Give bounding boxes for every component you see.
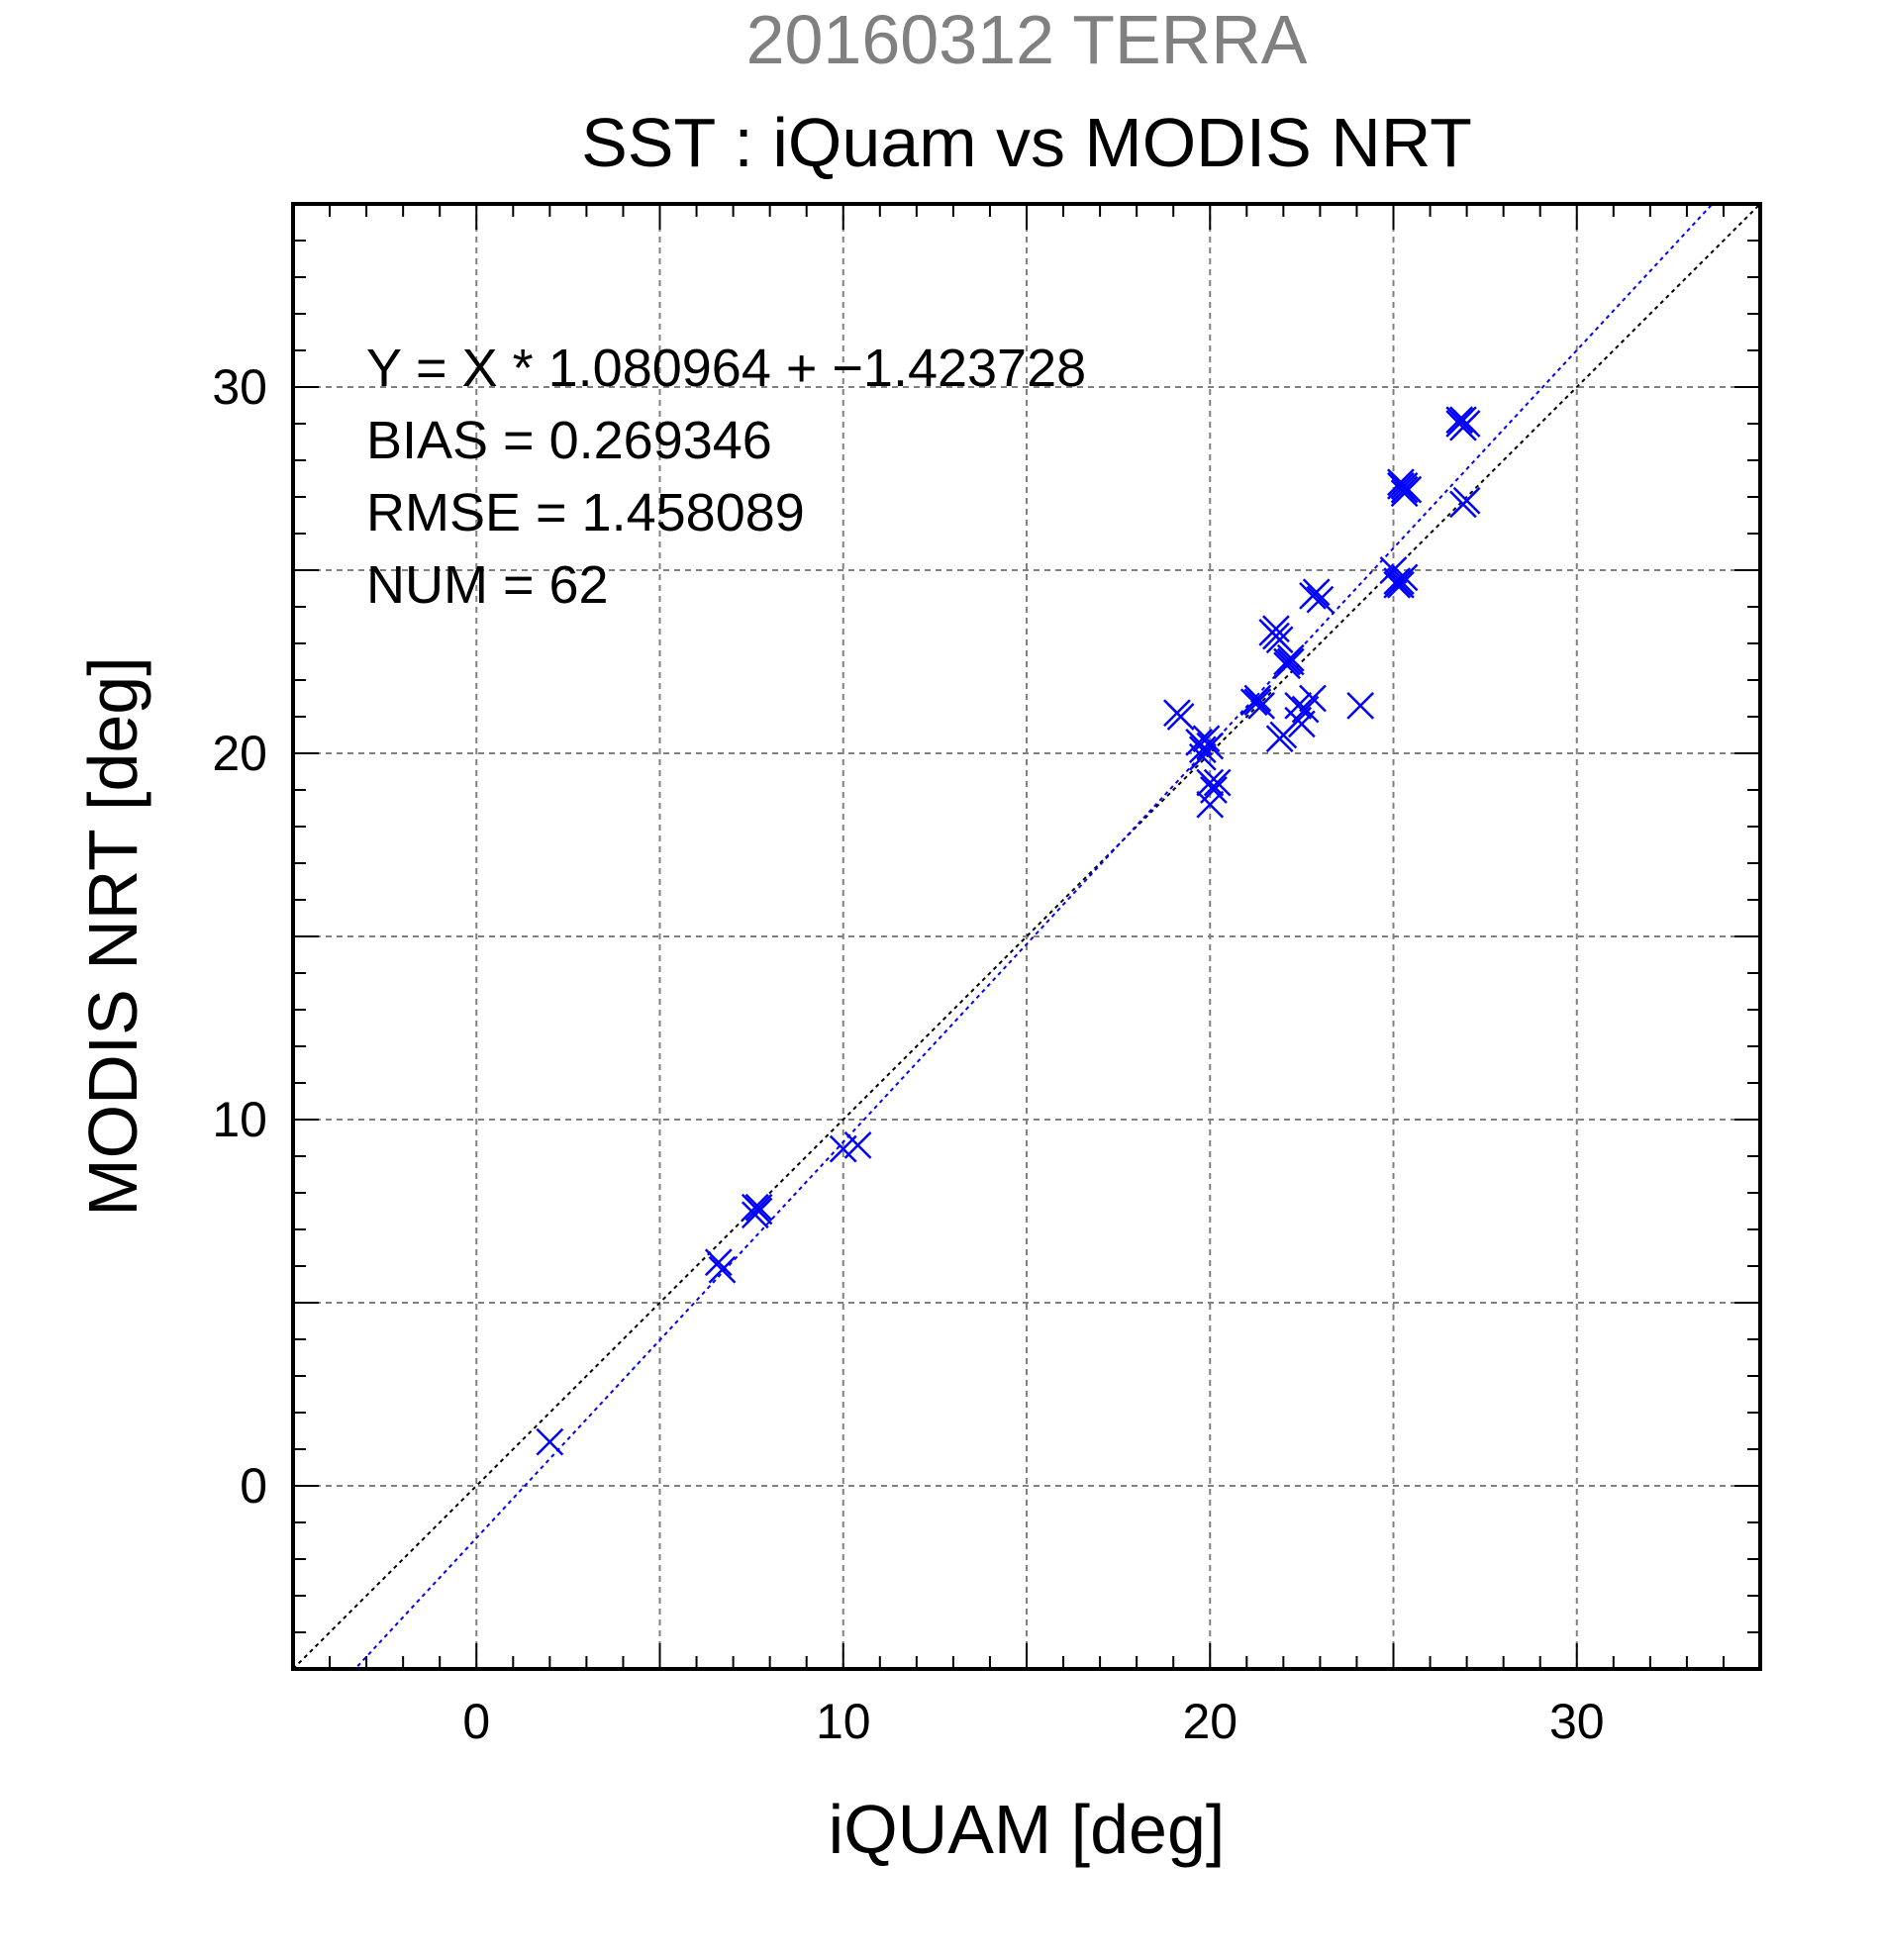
scatter-point [1243,684,1272,713]
chart-title: SST : iQuam vs MODIS NRT [581,104,1472,181]
scatter-point [1449,413,1477,441]
scatter-point [1390,475,1419,504]
x-tick-label: 0 [462,1694,490,1749]
scatter-point [1203,768,1232,797]
scatter-point [1302,578,1331,607]
identity-line [293,204,1760,1669]
num-stat: NUM = 62 [366,555,609,615]
x-tick-label: 20 [1182,1694,1238,1749]
grid [293,204,1760,1669]
scatter-point [1306,585,1335,614]
scatter-points [536,406,1481,1456]
y-axis-label: MODIS NRT [deg] [74,656,151,1216]
scatter-point [1192,725,1221,753]
scatter-point [1449,490,1477,519]
stats-box: Y = X * 1.080964 + −1.423728 BIAS = 0.26… [366,339,1086,615]
scatter-point [1188,735,1217,764]
scatter-point [1196,790,1225,819]
scatter-point [1346,692,1375,720]
scatter-point [1445,406,1474,435]
x-tick-label: 10 [816,1694,871,1749]
scatter-point [1262,622,1290,650]
x-axis-label: iQUAM [deg] [829,1791,1226,1868]
rmse-stat: RMSE = 1.458089 [366,483,805,542]
x-tick-label: 30 [1549,1694,1605,1749]
y-tick-label: 20 [212,726,267,781]
regression-equation: Y = X * 1.080964 + −1.423728 [366,339,1086,398]
scatter-point [536,1427,564,1456]
scatter-point [704,1248,733,1277]
scatter-point [1262,615,1290,643]
sup-title: 20160312 TERRA [746,1,1308,78]
scatter-point [1196,768,1225,797]
scatter-point [708,1255,737,1284]
y-tick-label: 30 [212,359,267,415]
regression-line [353,204,1715,1669]
scatter-point [1276,647,1305,676]
plot-frame [291,202,1762,1671]
scatter-point [1276,643,1305,672]
y-tick-label: 0 [240,1458,267,1514]
scatter-point [1243,688,1272,717]
y-tick-label: 10 [212,1092,267,1147]
scatter-point [1387,567,1415,595]
scatter-point [1299,684,1327,713]
scatter-point [1188,742,1217,771]
scatter-point [744,1193,773,1222]
scatter-point [1166,703,1195,731]
bias-stat: BIAS = 0.269346 [366,411,772,470]
scatter-point [843,1131,872,1159]
scatter-point [1387,570,1415,599]
scatter-point [741,1201,769,1229]
tick-labels: 0 10 20 30 0 10 20 30 [212,359,1604,1749]
scatter-point [1390,479,1419,508]
scatter-point [1284,706,1313,735]
scatter-point [1284,692,1313,720]
